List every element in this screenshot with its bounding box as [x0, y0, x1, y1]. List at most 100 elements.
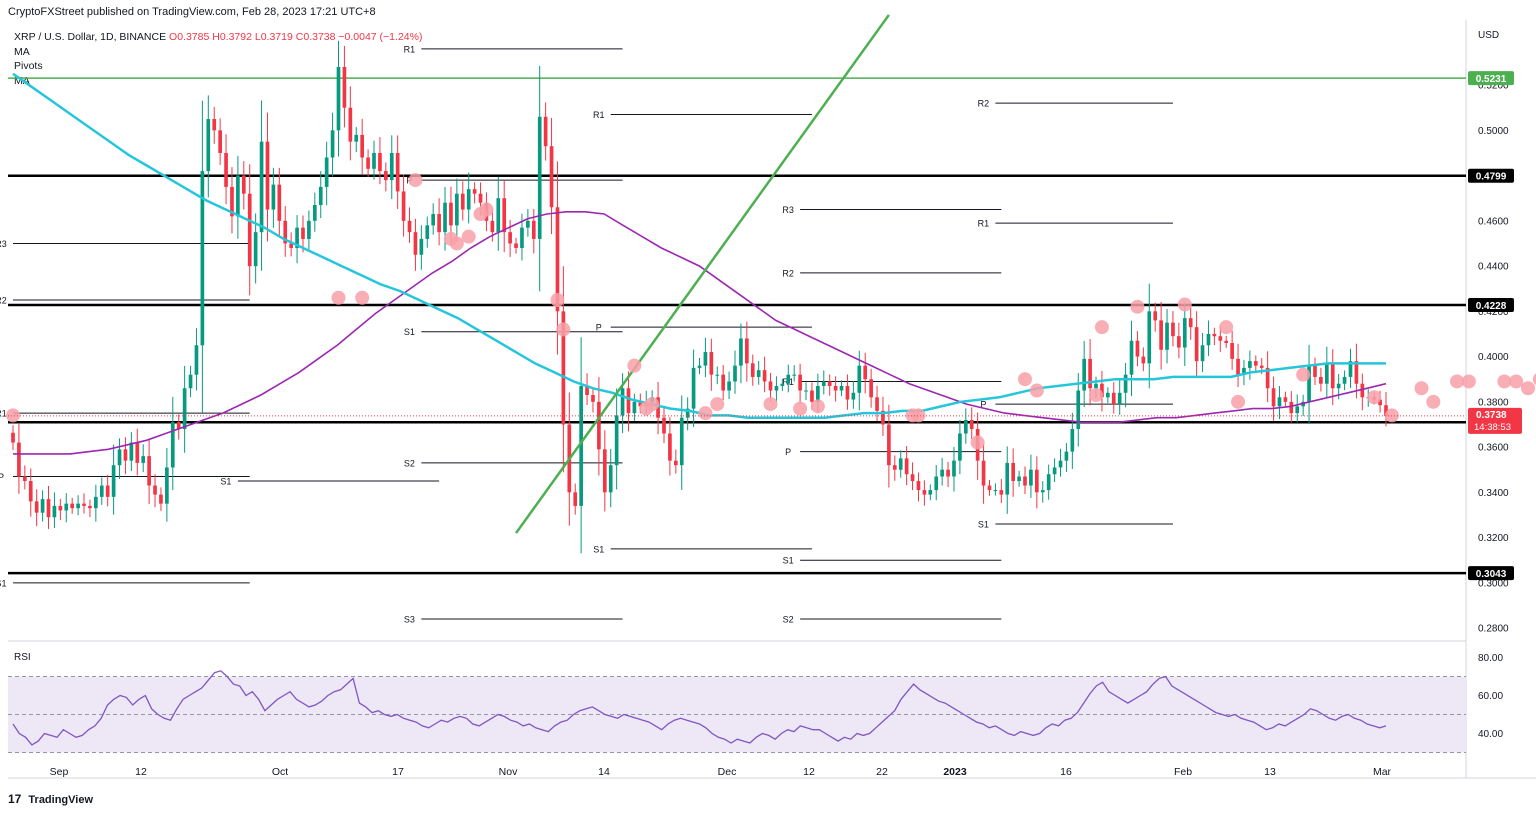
pivot-label-14: R3 — [782, 205, 794, 215]
candle-174 — [1040, 481, 1045, 503]
pivot-label-22: P — [980, 400, 986, 410]
candle-body-62 — [378, 152, 382, 172]
candle-body-36 — [224, 152, 228, 187]
candle-body-86 — [520, 227, 524, 248]
candle-2 — [23, 465, 27, 490]
candle-body-207 — [1236, 358, 1240, 375]
grid — [8, 20, 1536, 779]
candle-146 — [875, 385, 879, 422]
time-tick-12: 13 — [1264, 766, 1276, 778]
candle-48 — [295, 215, 299, 264]
candle-body-162 — [969, 419, 974, 429]
candle-body-52 — [318, 186, 323, 205]
candle-body-147 — [881, 410, 885, 425]
candle-body-67 — [407, 220, 412, 233]
candle-54 — [330, 112, 335, 177]
candle-31 — [194, 328, 199, 391]
candle-body-47 — [289, 243, 293, 248]
candle-body-148 — [887, 424, 891, 466]
candle-52 — [318, 171, 323, 219]
candle-177 — [1058, 448, 1063, 477]
candle-96 — [579, 337, 583, 554]
pivot-label-9: S2 — [404, 458, 415, 468]
candle-130 — [780, 378, 785, 391]
candle-118 — [709, 338, 714, 391]
candle-body-30 — [188, 374, 193, 389]
touch-marker-24 — [1089, 388, 1104, 403]
rsi-pane: RSI 80.00 60.00 40.00 — [8, 652, 1503, 753]
candle-body-65 — [395, 152, 400, 192]
candle-body-102 — [614, 415, 619, 466]
candle-39 — [241, 161, 246, 210]
candle-body-25 — [159, 494, 163, 504]
time-tick-13: Mar — [1373, 766, 1392, 778]
candle-body-177 — [1058, 460, 1063, 468]
candle-body-68 — [413, 232, 418, 255]
rsi-tick-1: 60.00 — [1478, 691, 1503, 702]
candle-body-101 — [608, 465, 613, 493]
candle-116 — [697, 358, 702, 375]
candle-body-202 — [1206, 333, 1211, 346]
candle-226 — [1348, 348, 1353, 388]
indicator-pivots[interactable]: Pivots — [14, 60, 43, 72]
currency-label: USD — [1478, 30, 1499, 41]
price-tick-3: 0.4600 — [1478, 216, 1509, 227]
tradingview-footer[interactable]: 17 TradingView — [8, 792, 93, 806]
candle-44 — [271, 167, 276, 228]
candle-body-8 — [58, 505, 63, 511]
candle-214 — [1277, 385, 1282, 420]
candle-77 — [466, 172, 471, 224]
candle-122 — [733, 350, 737, 394]
touch-marker-25 — [1094, 320, 1109, 335]
candle-138 — [827, 374, 832, 396]
candle-body-127 — [762, 370, 767, 382]
price-tick-7: 0.3800 — [1478, 397, 1509, 408]
candle-body-191 — [1141, 356, 1146, 364]
candle-body-54 — [330, 130, 335, 158]
touch-marker-0 — [6, 408, 20, 423]
candle-body-96 — [579, 385, 583, 506]
candle-body-132 — [792, 374, 797, 376]
pivot-label-8: S1 — [404, 327, 415, 337]
candle-body-152 — [910, 474, 915, 482]
level-tag-bg-1 — [1468, 168, 1514, 183]
touch-marker-40 — [1532, 373, 1536, 386]
candle-27 — [170, 396, 175, 491]
candle-70 — [425, 216, 430, 248]
touch-marker-28 — [1219, 320, 1234, 335]
candle-220 — [1313, 357, 1317, 385]
candle-76 — [460, 181, 465, 221]
candle-7 — [52, 492, 57, 528]
candle-body-110 — [662, 417, 666, 434]
touch-marker-21 — [970, 435, 985, 450]
price-tick-4: 0.4400 — [1478, 262, 1509, 273]
candle-26 — [165, 447, 169, 522]
candle-body-81 — [490, 220, 495, 233]
candle-125 — [750, 354, 755, 386]
candle-body-188 — [1123, 374, 1128, 393]
candle-13 — [88, 499, 92, 518]
candle-155 — [928, 484, 933, 501]
candle-body-28 — [176, 422, 181, 429]
candle-63 — [384, 162, 388, 192]
indicator-ma-fast[interactable]: MA — [14, 45, 30, 58]
candle-body-199 — [1188, 318, 1193, 328]
price-tick-8: 0.3600 — [1478, 443, 1509, 454]
candle-17 — [111, 444, 116, 515]
candle-176 — [1052, 458, 1057, 483]
candle-67 — [407, 207, 412, 243]
time-tick-0: Sep — [50, 766, 69, 778]
candle-body-79 — [478, 193, 483, 203]
candle-160 — [958, 419, 962, 475]
candle-196 — [1171, 311, 1175, 347]
candle-34 — [212, 106, 217, 144]
candle-body-75 — [455, 193, 459, 226]
pivot-label-18: S1 — [783, 556, 794, 566]
candle-body-22 — [141, 456, 146, 463]
touch-marker-37 — [1497, 374, 1512, 389]
candle-179 — [1070, 412, 1075, 470]
candle-body-97 — [585, 385, 589, 396]
candle-68 — [413, 218, 418, 271]
symbol-label[interactable]: XRP / U.S. Dollar, 1D, BINANCE — [14, 31, 167, 43]
